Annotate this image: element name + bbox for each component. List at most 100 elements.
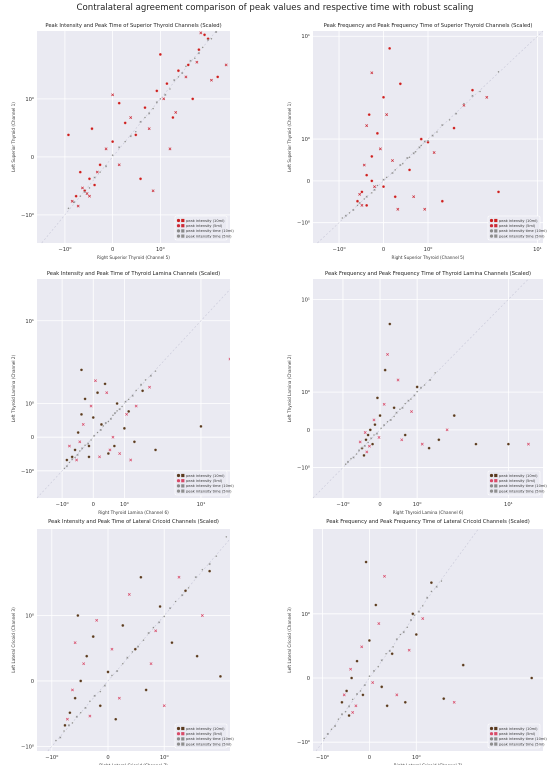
legend-marker (176, 732, 181, 736)
scatter-point (485, 95, 489, 99)
scatter-point (162, 97, 166, 101)
legend: peak intensity (10ml)peak intensity (5ml… (174, 470, 234, 496)
scatter-point (199, 31, 203, 35)
scatter-point (383, 424, 386, 427)
scatter-point (412, 195, 416, 199)
scatter-point (385, 113, 389, 117)
scatter-point (380, 659, 383, 662)
identity-line (36, 289, 231, 499)
scatter-point (392, 406, 396, 410)
scatter-point (413, 614, 416, 617)
scatter-point (103, 382, 107, 386)
x-tick-label: 10¹ (504, 502, 513, 508)
legend-marker (181, 224, 185, 228)
legend-marker (489, 737, 494, 741)
legend-marker (494, 484, 498, 488)
scatter-point (74, 194, 78, 198)
scatter-point (83, 190, 86, 193)
legend-label: peak intensity (5ml) (499, 224, 536, 228)
x-tick-label: −10⁰ (58, 247, 71, 253)
scatter-point (98, 163, 102, 167)
scatter-point (195, 60, 199, 64)
scatter-point (139, 177, 143, 181)
legend-marker (181, 726, 185, 731)
legend-marker (176, 473, 181, 478)
scatter-point (93, 176, 96, 179)
scatter-point (155, 101, 158, 104)
scatter-point (360, 190, 364, 194)
scatter-point (215, 555, 218, 558)
scatter-point (352, 208, 355, 212)
y-tick-label: 10⁰ (301, 390, 310, 396)
legend-label: peak intensity (10ml) (499, 727, 538, 731)
scatter-point (99, 422, 103, 426)
scatter-point (440, 580, 443, 583)
scatter-point (67, 724, 70, 727)
legend-label: peak intensity (5ml) (186, 224, 223, 228)
scatter-point (118, 146, 121, 149)
scatter-point (367, 638, 371, 642)
scatter-point (87, 455, 91, 459)
scatter-point (385, 176, 388, 179)
scatter-point (149, 374, 152, 377)
scatter-point (195, 654, 199, 658)
scatter-point (383, 368, 387, 372)
identity-line (312, 278, 529, 499)
scatter-point (363, 431, 367, 434)
points-layer (323, 560, 534, 740)
scatter-point (114, 717, 118, 721)
scatter-point (78, 449, 81, 453)
scatter-point (106, 670, 110, 674)
scatter-point (152, 107, 155, 110)
scatter-point (342, 693, 346, 697)
scatter-point (137, 645, 140, 648)
legend-marker (181, 484, 185, 488)
scatter-point (448, 118, 451, 121)
scatter-point (334, 724, 337, 728)
scatter-point (398, 408, 401, 411)
scatter-point (152, 626, 155, 629)
scatter-point (121, 662, 124, 665)
scatter-point (88, 186, 91, 189)
identity-line (41, 30, 217, 244)
scatter-point (79, 195, 82, 198)
scatter-point (409, 398, 412, 401)
scatter-panel-3: −10⁰ 0 10⁰ 10¹ −10⁰ 0 10⁰ 10¹ Right Thyroid Lami… (11, 279, 234, 515)
scatter-point (355, 199, 360, 203)
scatter-point (362, 163, 366, 167)
scatter-point (377, 622, 381, 626)
scatter-point (390, 652, 394, 656)
scatter-point (193, 57, 196, 60)
scatter-point (392, 645, 395, 648)
scatter-point (181, 72, 184, 75)
scatter-panel-1: −10⁰ 0 10⁰ −10⁰ 0 10⁰ Right Superior Thyroid (… (11, 30, 234, 260)
scatter-point (63, 467, 66, 470)
panel-title-4: Peak Frequency and Peak Frequency Time o… (325, 271, 531, 277)
scatter-point (184, 65, 187, 68)
scatter-point (224, 63, 228, 67)
scatter-point (355, 659, 359, 663)
scatter-point (383, 574, 386, 578)
scatter-point (144, 378, 147, 381)
scatter-point (159, 97, 162, 100)
scatter-point (81, 447, 84, 450)
scatter-point (391, 159, 394, 163)
scatter-point (382, 402, 386, 406)
scatter-point (361, 693, 365, 697)
x-tick-label: −10⁰ (336, 502, 349, 508)
scatter-point (111, 93, 115, 97)
x-axis-label: Right Superior Thyroid (Channel 5) (97, 255, 170, 260)
scatter-point (370, 437, 373, 440)
y-tick-label: 0 (31, 435, 34, 441)
scatter-point (84, 706, 87, 709)
scatter-point (399, 633, 402, 636)
legend-marker (181, 473, 185, 478)
scatter-point (371, 681, 375, 684)
scatter-point (73, 641, 77, 645)
scatter-point (91, 415, 95, 420)
scatter-point (67, 207, 70, 210)
y-tick-label: 10⁰ (301, 137, 310, 143)
scatter-point (98, 455, 101, 459)
scatter-panel-5: −10⁰ 0 10⁰ −10⁰ 0 10⁰ Right Lateral Cricoid (C… (11, 529, 234, 765)
scatter-point (441, 124, 444, 127)
